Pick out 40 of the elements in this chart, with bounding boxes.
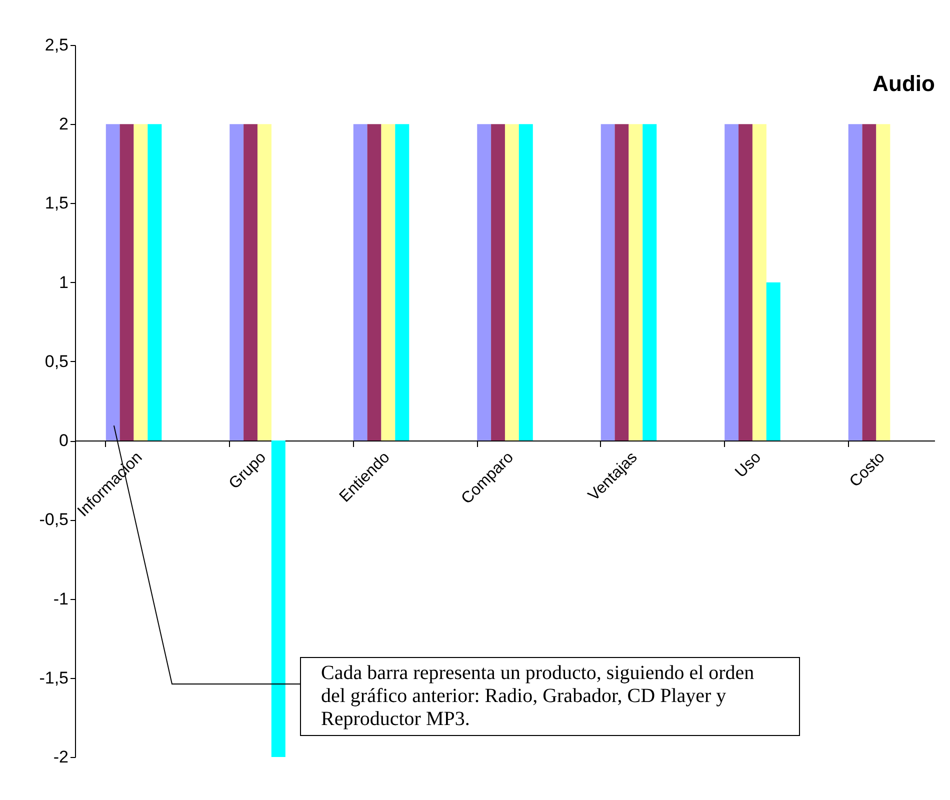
bar (724, 124, 739, 441)
bar (848, 124, 862, 441)
bar (862, 124, 876, 441)
bar (642, 124, 657, 441)
bar (752, 124, 766, 441)
bar (738, 124, 753, 441)
text: Audio (872, 71, 935, 96)
bar (271, 440, 286, 757)
bar (244, 124, 258, 441)
bar (120, 124, 134, 441)
bar (106, 124, 120, 441)
bar (367, 124, 382, 441)
bar (876, 124, 890, 441)
annotation: Cada barra representa un producto, siguiendo el orden del gráfico anterior: Radio, Grabador, CD Player y Reproductor MP3. (300, 657, 800, 736)
bar (491, 124, 506, 441)
y-tick-label: -1 (53, 589, 68, 608)
bar (477, 124, 492, 441)
y-tick-label: 2,5 (44, 36, 68, 54)
bar (381, 124, 396, 441)
x-tick-label: Uso (732, 448, 765, 482)
bar (230, 124, 244, 441)
bar (257, 124, 272, 441)
bar (518, 124, 533, 441)
y-tick-label: -2 (53, 748, 68, 766)
y-tick-label: 1 (59, 272, 68, 292)
bar (395, 124, 410, 441)
bar (353, 124, 368, 441)
y-tick-label: 0,5 (44, 352, 68, 371)
y-tick-label: -0,5 (39, 510, 68, 530)
bar (504, 124, 519, 441)
bar (600, 124, 615, 441)
y-tick-label: 0 (59, 431, 68, 450)
y-tick-label: -1,5 (39, 668, 68, 688)
bar (134, 124, 148, 441)
bar (766, 282, 780, 441)
y-tick-label: 2 (59, 114, 68, 134)
bar (148, 124, 162, 441)
bar (628, 124, 643, 441)
bar (614, 124, 629, 441)
y-tick-label: 1,5 (44, 194, 68, 213)
